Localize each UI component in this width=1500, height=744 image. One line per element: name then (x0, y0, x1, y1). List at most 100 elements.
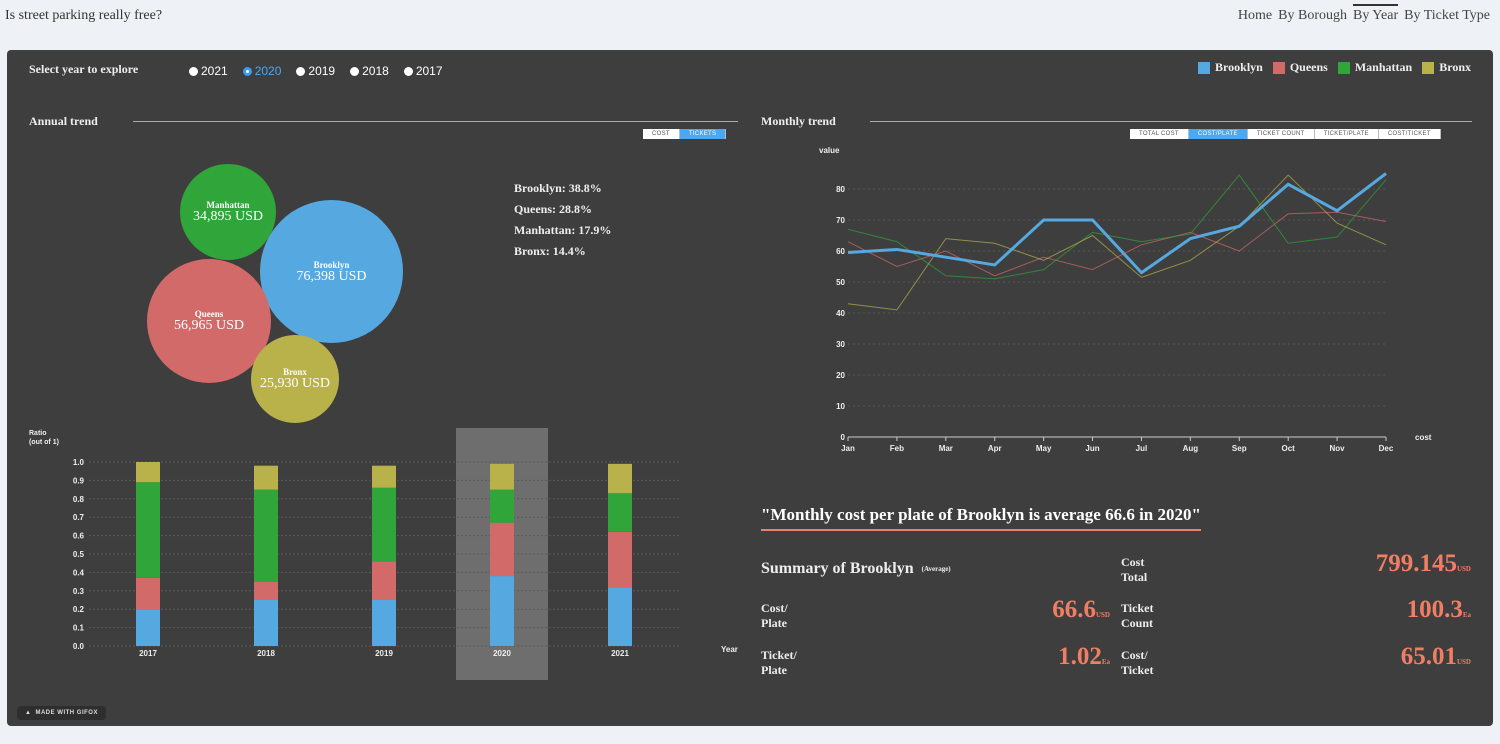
nav-by-ticket-type[interactable]: By Ticket Type (1404, 8, 1490, 23)
bubble-name: Manhattan (206, 200, 250, 210)
toggle-total-cost[interactable]: TOTAL COST (1130, 129, 1189, 139)
cost-ticket-metric: 65.01USD (1257, 643, 1471, 671)
series-line-bronx (847, 174, 1387, 311)
year-radio-2019[interactable]: 2019 (296, 64, 335, 78)
y-tick-label: 0.0 (73, 642, 85, 651)
bubble-value: 76,398 USD (296, 268, 367, 284)
x-tick-label: Dec (1379, 444, 1394, 453)
summary-title: Summary of Brooklyn (Average) (761, 560, 951, 578)
bar-segment-bronx (608, 463, 632, 494)
nav-home[interactable]: Home (1237, 8, 1273, 23)
x-tick-label: Jul (1136, 444, 1148, 453)
legend-item-bronx[interactable]: Bronx (1422, 60, 1471, 75)
series-line-brooklyn (847, 172, 1387, 275)
share-queens: Queens: 28.8% (514, 202, 592, 216)
bubble-bronx[interactable]: Bronx 25,930 USD (251, 335, 339, 423)
legend-swatch (1272, 61, 1285, 74)
nav-by-year[interactable]: By Year (1352, 4, 1399, 27)
toggle-cost-ticket[interactable]: COST/TICKET (1378, 129, 1441, 139)
bubble-brooklyn[interactable]: Brooklyn 76,398 USD (260, 200, 403, 343)
monthly-line-chart: value 0 10 20 30 40 50 60 70 80 Jan Feb Mar Apr May Jun… (819, 146, 1432, 453)
radio-button[interactable] (296, 66, 306, 76)
toggle-ticket-plate[interactable]: TICKET/PLATE (1314, 129, 1379, 139)
dashboard-panel: Select year to explore 2021 2020 2019 20… (7, 50, 1493, 726)
radio-button[interactable] (189, 66, 198, 76)
y-tick-label: 20 (836, 371, 845, 380)
year-label: 2021 (201, 64, 228, 78)
legend-swatch (1422, 61, 1435, 74)
x-tick-label: Jan (841, 444, 855, 453)
y-tick-label: 0.2 (73, 605, 85, 614)
year-radio-2021[interactable]: 2021 (189, 64, 228, 78)
made-with-badge[interactable]: ▲ MADE WITH GIFOX (17, 706, 106, 720)
y-tick-label: 0.6 (73, 532, 85, 541)
bubble-queens[interactable]: Queens 56,965 USD (147, 259, 271, 383)
bar-segment-bronx (372, 465, 396, 488)
y-tick-label: 0.8 (73, 495, 85, 504)
share-brooklyn: Brooklyn: 38.8% (514, 181, 602, 195)
x-tick-label: Aug (1183, 444, 1199, 453)
series-line-manhattan (847, 174, 1387, 280)
ticket-count-metric: 100.3Ea (1257, 596, 1471, 624)
x-tick-label: Mar (939, 444, 953, 453)
site-title: Is street parking really free? (5, 8, 163, 23)
cost-plate-value: 66.6 (1052, 596, 1096, 623)
cost-total-unit: USD (1456, 565, 1471, 573)
bubble-name: Brooklyn (313, 259, 350, 270)
bar-segment-brooklyn (372, 600, 396, 646)
summary-subtitle: (Average) (921, 565, 951, 574)
cost-plate-metric: 66.6USD (907, 596, 1110, 624)
y-axis-label-unit: (out of 1) (29, 439, 59, 446)
x-tick-label: 2019 (375, 649, 393, 658)
year-radio-group: 2021 2020 2019 2018 2017 (189, 64, 443, 78)
cost-ticket-label: Cost/ Ticket (1121, 648, 1154, 677)
x-tick-label: 2021 (611, 649, 629, 658)
bar-segment-brooklyn (254, 600, 278, 646)
toggle-ticket-count[interactable]: TICKET COUNT (1247, 129, 1315, 139)
bubble-value: 34,895 USD (192, 209, 263, 224)
ticket-count-value: 100.3 (1406, 596, 1463, 623)
bar-segment-brooklyn (608, 587, 632, 646)
year-label: 2020 (254, 64, 282, 78)
cost-plate-label: Cost/ Plate (761, 601, 788, 630)
year-radio-2020[interactable]: 2020 (242, 64, 282, 78)
monthly-trend-title: Monthly trend (761, 114, 836, 128)
bar-segment-queens (608, 531, 632, 588)
year-radio-2017[interactable]: 2017 (403, 64, 443, 78)
x-tick-label: 2017 (139, 649, 157, 658)
toggle-cost[interactable]: COST (643, 129, 680, 139)
toggle-tickets[interactable]: TICKETS (679, 129, 727, 139)
y-tick-label: 50 (836, 278, 845, 287)
y-tick-label: 0.3 (73, 587, 85, 596)
cost-total-metric: 799.145USD (1257, 550, 1471, 578)
y-tick-label: 40 (836, 309, 845, 318)
bar-segment-manhattan (490, 489, 514, 523)
ticket-count-label: Ticket Count (1121, 601, 1154, 630)
radio-button[interactable] (350, 66, 360, 76)
toggle-cost-plate[interactable]: COST/PLATE (1188, 129, 1248, 139)
radio-button-selected[interactable] (242, 66, 252, 76)
legend-item-manhattan[interactable]: Manhattan (1337, 60, 1412, 75)
legend-item-brooklyn[interactable]: Brooklyn (1198, 60, 1263, 75)
legend-item-queens[interactable]: Queens (1272, 60, 1328, 75)
insight-quote: "Monthly cost per plate of Brooklyn is a… (761, 505, 1201, 531)
y-tick-label: 1.0 (73, 458, 85, 467)
cost-plate-unit: USD (1095, 611, 1110, 619)
y-tick-label: 0.4 (73, 568, 85, 577)
legend-swatch (1198, 61, 1211, 74)
radio-button[interactable] (403, 66, 413, 76)
y-axis-label: value (819, 146, 840, 155)
bar-segment-queens (136, 577, 160, 610)
bar-segment-bronx (136, 462, 160, 483)
year-label: 2019 (308, 64, 336, 78)
year-label: 2018 (362, 64, 389, 78)
y-tick-label: 80 (836, 185, 845, 194)
year-radio-2018[interactable]: 2018 (350, 64, 389, 78)
bubble-manhattan[interactable]: Manhattan 34,895 USD (180, 164, 276, 260)
x-axis-label: cost (1415, 433, 1432, 442)
y-tick-label: 0.9 (73, 476, 85, 485)
section-divider (133, 121, 738, 122)
top-bar: Is street parking really free? Home By B… (0, 0, 1500, 34)
y-tick-label: 0.7 (73, 513, 85, 522)
nav-by-borough[interactable]: By Borough (1278, 8, 1347, 23)
